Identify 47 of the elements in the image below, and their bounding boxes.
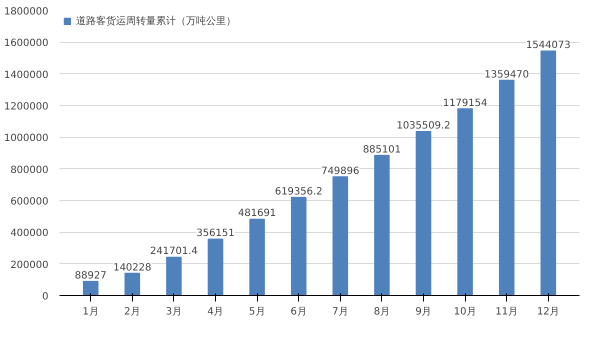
y-tick-label: 1800000 bbox=[4, 6, 49, 18]
x-tick-label: 5月 bbox=[248, 306, 266, 318]
legend-label: 道路客货运周转量累计（万吨公里） bbox=[76, 14, 236, 28]
x-tick-label: 8月 bbox=[374, 306, 390, 318]
data-label: 885101 bbox=[362, 144, 401, 156]
bar bbox=[498, 80, 514, 296]
data-label: 1544073 bbox=[526, 40, 571, 52]
data-label: 241701.4 bbox=[150, 246, 198, 258]
bar bbox=[249, 218, 265, 296]
x-tick-label: 9月 bbox=[415, 306, 432, 318]
bar bbox=[457, 108, 473, 296]
bar bbox=[82, 280, 98, 296]
data-label: 88927 bbox=[74, 270, 107, 282]
x-tick-label: 10月 bbox=[454, 306, 476, 318]
y-tick-label: 0 bbox=[42, 292, 49, 302]
data-label: 1359470 bbox=[484, 69, 529, 80]
bar bbox=[332, 176, 348, 296]
y-tick-label: 600000 bbox=[10, 196, 49, 208]
y-tick-label: 200000 bbox=[10, 260, 49, 271]
bar bbox=[166, 256, 182, 296]
x-tick-label: 1月 bbox=[82, 306, 99, 318]
y-tick-label: 1400000 bbox=[4, 70, 49, 81]
x-tick-label: 4月 bbox=[207, 306, 224, 318]
x-tick-label: 6月 bbox=[290, 306, 307, 318]
bar bbox=[290, 196, 306, 296]
data-label: 481691 bbox=[238, 208, 276, 220]
x-tick-label: 7月 bbox=[332, 306, 348, 318]
data-label: 1179154 bbox=[442, 98, 488, 109]
x-tick-label: 11月 bbox=[495, 306, 518, 318]
data-label: 619356.2 bbox=[274, 186, 323, 198]
y-tick-label: 1600000 bbox=[4, 38, 49, 50]
y-tick-label: 400000 bbox=[10, 228, 49, 240]
bar bbox=[540, 50, 556, 296]
x-tick-label: 2月 bbox=[124, 306, 140, 318]
bar bbox=[124, 272, 140, 296]
data-label: 140228 bbox=[113, 262, 152, 274]
x-tick-label: 3月 bbox=[166, 306, 182, 318]
y-tick-label: 1200000 bbox=[4, 102, 49, 112]
y-tick-label: 1000000 bbox=[4, 133, 49, 144]
bar bbox=[374, 154, 390, 296]
bar bbox=[416, 131, 432, 296]
data-label: 1035509.2 bbox=[396, 120, 451, 132]
x-tick-label: 12月 bbox=[536, 306, 560, 318]
data-label: 356151 bbox=[196, 228, 235, 240]
data-label: 749896 bbox=[321, 166, 360, 177]
y-tick-label: 800000 bbox=[10, 164, 49, 176]
bar bbox=[208, 238, 224, 296]
